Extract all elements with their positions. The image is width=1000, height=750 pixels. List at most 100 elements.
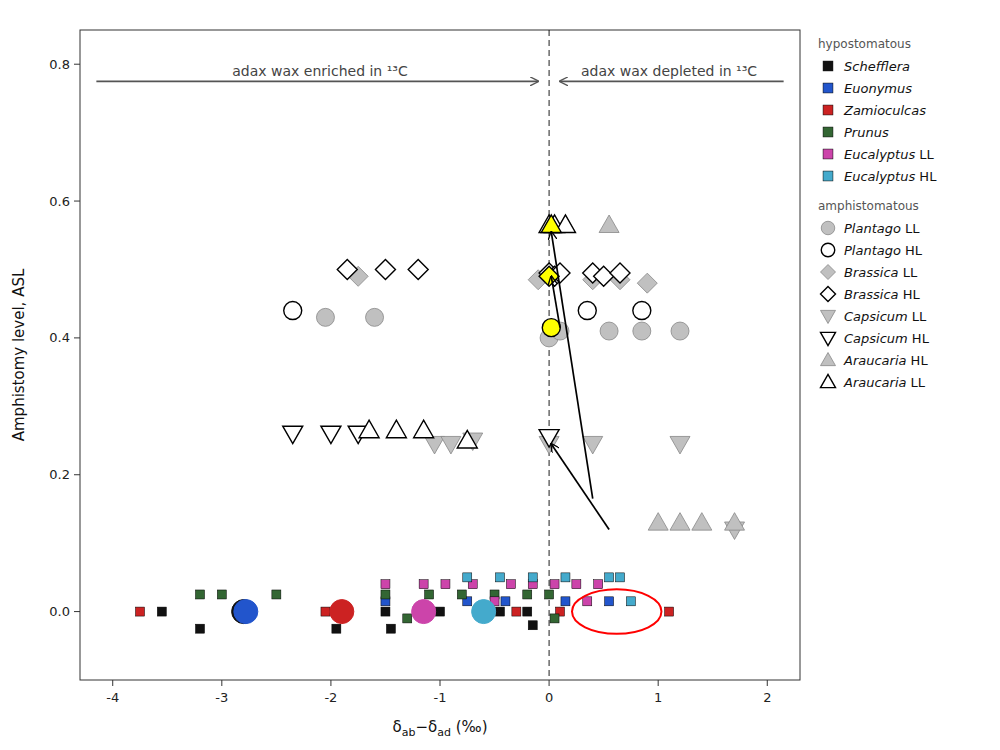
x-tick-label: -3: [215, 690, 228, 705]
point: [578, 302, 596, 320]
legend-swatch: [821, 287, 836, 302]
x-tick: [221, 680, 222, 686]
legend-group-label: amphistomatous: [818, 199, 919, 213]
point: [528, 621, 537, 630]
legend-group-label: hypostomatous: [818, 37, 911, 51]
legend-swatch: [823, 61, 833, 71]
reference-lines: [549, 30, 550, 680]
point: [550, 580, 559, 589]
arrow: [551, 276, 560, 327]
x-tick: [658, 680, 659, 686]
x-tick: [767, 680, 768, 686]
legend-genus: Araucaria: [843, 375, 907, 390]
arrow: [560, 80, 784, 82]
point: [496, 573, 505, 582]
point: [671, 322, 689, 340]
point: [626, 597, 635, 606]
legend-suffix: LL: [901, 221, 920, 236]
data-area: [136, 215, 745, 633]
point: [541, 215, 561, 233]
highlight-ellipse: [572, 589, 661, 633]
annotation-text: adax wax enriched in ¹³C: [232, 63, 408, 79]
legend-genus: Eucalyptus: [844, 169, 915, 184]
point: [136, 607, 145, 616]
point: [381, 580, 390, 589]
x-tick: [112, 680, 113, 686]
point: [436, 607, 445, 616]
point: [403, 614, 412, 623]
point: [561, 573, 570, 582]
point: [501, 597, 510, 606]
x-tick: [440, 680, 441, 686]
point: [284, 302, 302, 320]
point: [196, 624, 205, 633]
series-highlight: [232, 600, 496, 624]
chart: -4-3-2-10120.00.20.40.60.8δab−δad (‰)Amp…: [0, 0, 1000, 750]
point: [594, 580, 603, 589]
legend-label: Plantago HL: [844, 243, 923, 258]
legend-label: Eucalyptus HL: [844, 169, 937, 184]
legend-swatch: [823, 171, 833, 181]
legend-suffix: HL: [899, 287, 921, 302]
legend-label: Brassica HL: [844, 287, 920, 302]
arrow: [96, 80, 538, 82]
point: [412, 600, 436, 624]
point: [633, 302, 651, 320]
legend-label: Eucalyptus LL: [844, 147, 935, 162]
point: [610, 263, 630, 283]
legend-genus: Zamioculcas: [843, 103, 926, 118]
series-brassica-hl: [337, 259, 630, 286]
legend-suffix: HL: [901, 243, 923, 258]
label-part: −δ: [415, 718, 437, 736]
legend: hypostomatousScheffleraEuonymusZamioculc…: [818, 37, 937, 390]
legend-swatch: [821, 221, 835, 235]
axes: -4-3-2-10120.00.20.40.60.8: [49, 57, 771, 705]
y-tick: [74, 201, 80, 202]
legend-genus: Eucalyptus: [844, 147, 915, 162]
y-tick-label: 0.4: [49, 330, 70, 345]
point: [572, 580, 581, 589]
x-tick-label: 1: [654, 690, 662, 705]
legend-genus: Araucaria: [843, 353, 907, 368]
legend-suffix: HL: [906, 353, 928, 368]
point: [157, 607, 166, 616]
point: [616, 573, 625, 582]
point: [441, 436, 461, 454]
legend-label: Zamioculcas: [843, 103, 926, 118]
point: [386, 420, 406, 438]
x-tick: [549, 680, 550, 686]
legend-label: Capsicum HL: [844, 331, 930, 346]
x-axis-label: δab−δad (‰): [392, 718, 487, 739]
point: [692, 513, 712, 531]
legend-swatch: [821, 353, 836, 366]
point: [330, 600, 354, 624]
y-tick: [74, 474, 80, 475]
point: [359, 420, 379, 438]
point: [550, 614, 559, 623]
point: [539, 266, 559, 286]
legend-suffix: LL: [906, 375, 925, 390]
series-araucaria-ll: [359, 215, 575, 448]
legend-swatch: [823, 105, 833, 115]
legend-swatch: [821, 265, 836, 280]
point: [425, 590, 434, 599]
legend-label: Araucaria LL: [843, 375, 926, 390]
point: [648, 513, 668, 531]
point: [408, 259, 428, 279]
legend-suffix: HL: [915, 169, 937, 184]
legend-genus: Brassica: [844, 287, 899, 302]
legend-genus: Euonymus: [844, 81, 912, 96]
point: [272, 590, 281, 599]
legend-swatch: [821, 332, 836, 345]
y-tick: [74, 64, 80, 65]
point: [583, 597, 592, 606]
legend-label: Brassica LL: [844, 265, 918, 280]
legend-swatch: [823, 149, 833, 159]
point: [523, 590, 532, 599]
y-tick-label: 0.6: [49, 194, 70, 209]
point: [316, 308, 334, 326]
point: [599, 215, 619, 233]
annotation-text: adax wax depleted in ¹³C: [581, 63, 757, 79]
x-tick-label: 2: [763, 690, 771, 705]
point: [670, 436, 690, 454]
